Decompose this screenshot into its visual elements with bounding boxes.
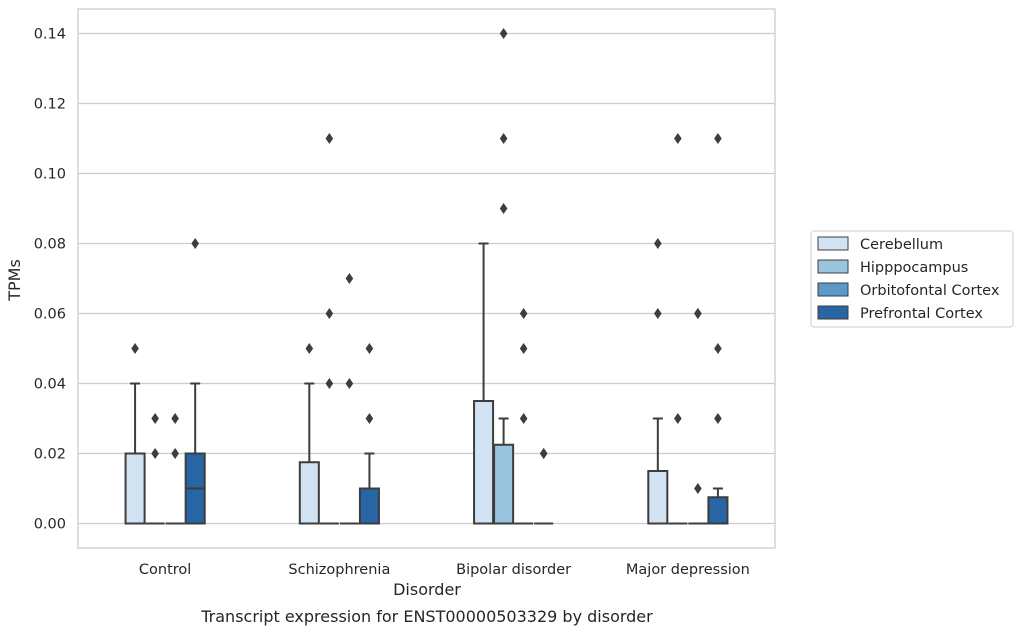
outlier-point <box>539 448 548 459</box>
legend-swatch <box>817 236 849 251</box>
x-tick-labels: Control Schizophrenia Bipolar disorder Majo… <box>139 562 750 578</box>
legend-swatch <box>817 305 849 320</box>
x-axis-title: Disorder <box>393 580 461 599</box>
chart-caption: Transcript expression for ENST0000050332… <box>200 607 653 626</box>
outlier-point <box>325 308 334 319</box>
legend-frame <box>810 230 1014 328</box>
outlier-point <box>345 378 354 389</box>
y-tick-label: 0.06 <box>34 307 66 323</box>
box-series <box>124 28 729 525</box>
outlier-point <box>325 378 334 389</box>
box <box>358 487 380 525</box>
y-tick-label: 0.02 <box>34 447 66 463</box>
y-tick-label: 0.08 <box>34 237 66 253</box>
box <box>707 496 729 525</box>
series-group <box>145 28 688 525</box>
legend: Cerebellum Hipppocampus Orbitofontal Corte… <box>810 230 1014 328</box>
outlier-point <box>171 413 179 424</box>
outlier-point <box>345 273 354 284</box>
outlier-point <box>499 28 508 39</box>
legend-label: Prefrontal Cortex <box>860 306 983 322</box>
outlier-point <box>499 203 508 214</box>
outlier-point <box>694 308 702 319</box>
outlier-point <box>714 413 722 424</box>
outlier-point <box>519 343 528 354</box>
box <box>473 400 495 525</box>
x-tick-label: Schizophrenia <box>288 562 390 578</box>
y-tick-labels: 0.00 0.02 0.04 0.06 0.08 0.10 0.12 0.14 <box>34 27 66 533</box>
outlier-point <box>171 448 179 459</box>
plot-area <box>77 8 776 549</box>
legend-label: Hipppocampus <box>860 260 968 276</box>
box <box>124 452 146 525</box>
outlier-point <box>325 133 334 144</box>
outlier-point <box>151 413 159 424</box>
series-group <box>165 273 708 525</box>
y-tick-label: 0.12 <box>34 97 66 113</box>
y-tick-label: 0.00 <box>34 517 66 533</box>
outlier-point <box>714 343 722 354</box>
box <box>647 470 669 525</box>
outlier-point <box>499 133 508 144</box>
outlier-point <box>131 343 139 354</box>
series-group <box>184 133 729 525</box>
outlier-point <box>694 483 702 494</box>
y-tick-label: 0.10 <box>34 167 66 183</box>
legend-label: Cerebellum <box>860 237 943 253</box>
outlier-point <box>654 308 662 319</box>
outlier-point <box>519 413 528 424</box>
outlier-point <box>365 413 374 424</box>
outlier-point <box>674 413 682 424</box>
box <box>493 443 515 525</box>
series-group <box>124 238 669 525</box>
outlier-point <box>191 238 199 249</box>
x-tick-label: Bipolar disorder <box>456 562 571 578</box>
y-axis-title: TPMs <box>5 259 24 302</box>
legend-swatch <box>817 282 849 297</box>
box <box>298 461 320 525</box>
y-tick-label: 0.04 <box>34 377 66 393</box>
outlier-point <box>519 308 528 319</box>
y-tick-label: 0.14 <box>34 27 66 43</box>
outlier-point <box>305 343 314 354</box>
outlier-point <box>151 448 159 459</box>
x-tick-label: Major depression <box>626 562 750 578</box>
outlier-point <box>674 133 682 144</box>
legend-label: Orbitofontal Cortex <box>860 283 1000 299</box>
outlier-point <box>365 343 374 354</box>
x-tick-label: Control <box>139 562 191 578</box>
legend-swatch <box>817 259 849 274</box>
outlier-point <box>654 238 662 249</box>
outlier-point <box>714 133 722 144</box>
